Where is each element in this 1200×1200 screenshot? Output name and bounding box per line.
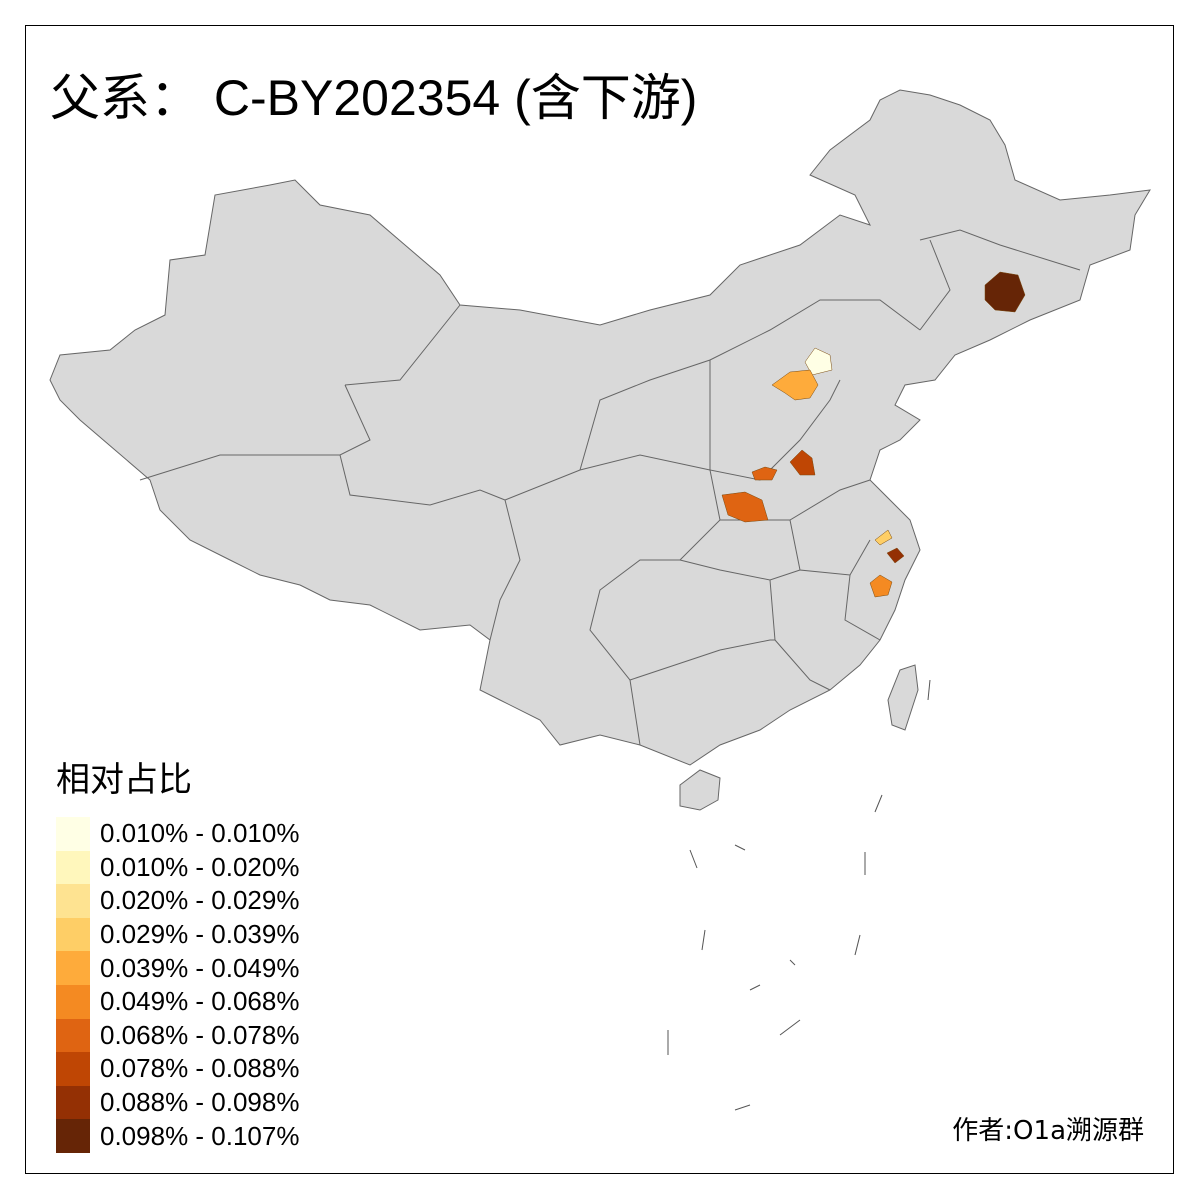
taiwan-island: [887, 664, 919, 731]
legend-item: 0.010% - 0.020%: [56, 850, 300, 885]
region-jilin: [984, 271, 1026, 313]
province-borders: [139, 229, 1081, 746]
region-suzhou: [886, 547, 905, 564]
legend-item: 0.020% - 0.029%: [56, 884, 299, 918]
legend-swatch: [56, 884, 90, 918]
highlighted-regions: [721, 271, 1026, 598]
legend-label: 0.039% - 0.049%: [100, 952, 300, 983]
region-zhangjiakou: [771, 369, 819, 401]
legend-label: 0.029% - 0.039%: [100, 919, 300, 950]
legend-item: 0.039% - 0.049%: [56, 951, 299, 985]
legend-item: 0.098% - 0.107%: [56, 1119, 299, 1153]
legend-swatch: [56, 1018, 90, 1053]
legend-item: 0.010% - 0.010%: [56, 817, 299, 851]
region-changzhi: [751, 466, 778, 481]
legend-label: 0.010% - 0.020%: [100, 851, 300, 882]
region-handan: [789, 449, 816, 476]
mainland-china: [49, 89, 1151, 766]
legend-item: 0.078% - 0.088%: [56, 1052, 299, 1086]
legend-item: 0.029% - 0.039%: [56, 917, 300, 952]
map-title: 父系： C-BY202354 (含下游): [50, 70, 698, 126]
legend-swatch: [56, 817, 90, 851]
region-luoyang: [721, 491, 769, 523]
legend-swatch: [56, 984, 90, 1019]
south-china-sea-islands: [667, 679, 931, 1111]
legend-label: 0.010% - 0.010%: [100, 818, 300, 849]
legend-swatch: [56, 1085, 90, 1120]
legend-item: 0.068% - 0.078%: [56, 1018, 300, 1053]
legend-swatch: [56, 951, 90, 985]
region-hangzhou: [869, 574, 893, 598]
legend-label: 0.088% - 0.098%: [100, 1087, 300, 1118]
author-credit: 作者:O1a溯源群: [952, 1116, 1144, 1146]
legend-swatch: [56, 1119, 90, 1153]
legend-title: 相对占比: [56, 760, 192, 800]
legend-label: 0.078% - 0.088%: [100, 1053, 300, 1084]
legend-item: 0.049% - 0.068%: [56, 984, 300, 1019]
legend-label: 0.020% - 0.029%: [100, 885, 300, 916]
legend-label: 0.049% - 0.068%: [100, 986, 300, 1017]
legend-swatch: [56, 917, 90, 952]
legend-swatch: [56, 850, 90, 885]
legend: 相对占比 0.010% - 0.010% 0.010% - 0.020% 0.020…: [56, 752, 299, 1153]
legend-swatch: [56, 1052, 90, 1086]
hainan-island: [679, 769, 721, 811]
map-frame: [25, 25, 1174, 1174]
legend-label: 0.098% - 0.107%: [100, 1120, 300, 1151]
region-nanjing: [874, 529, 893, 546]
legend-label: 0.068% - 0.078%: [100, 1019, 300, 1050]
legend-item: 0.088% - 0.098%: [56, 1085, 300, 1120]
